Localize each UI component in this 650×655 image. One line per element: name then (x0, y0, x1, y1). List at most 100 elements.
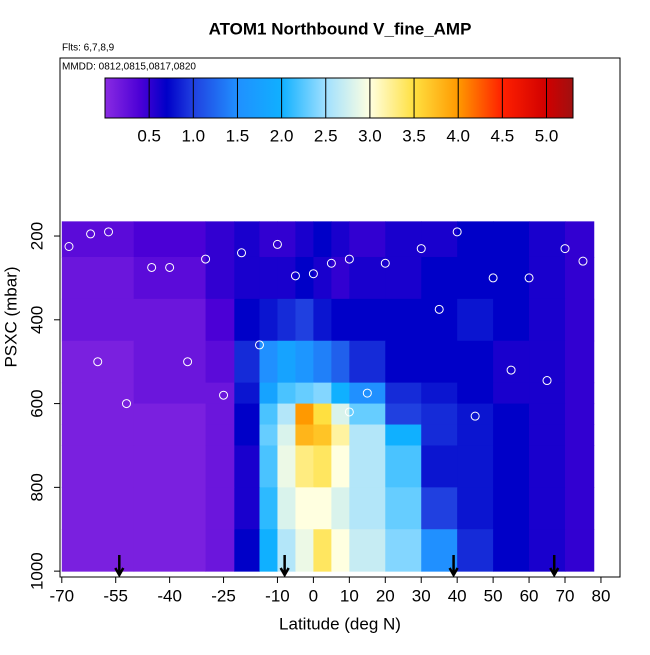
heat-cell (493, 221, 530, 258)
heat-cell (205, 403, 235, 426)
heatmap (61, 221, 595, 572)
sample-point (86, 229, 96, 239)
heat-cell (234, 340, 260, 384)
heat-cell (457, 529, 494, 572)
heat-cell (313, 403, 332, 426)
colorbar-tick-label: 2.0 (270, 126, 294, 145)
sample-point (488, 273, 498, 283)
heat-cell (421, 445, 458, 488)
heat-cell (259, 487, 278, 530)
heat-cell (313, 529, 332, 572)
heat-cell (493, 529, 530, 572)
heat-cell (493, 340, 530, 384)
heat-cell (133, 340, 207, 384)
heat-cell (259, 403, 278, 426)
x-tick-label: 40 (448, 586, 467, 605)
colorbar-tick-label: 0.5 (137, 126, 161, 145)
heat-cell (493, 256, 530, 300)
heat-cell (295, 487, 314, 530)
heat-cell (133, 256, 207, 300)
heat-cell (493, 487, 530, 530)
colorbar-tick-label: 5.0 (535, 126, 559, 145)
heat-cell (565, 340, 595, 384)
x-tick-label: 70 (556, 586, 575, 605)
heat-cell (565, 221, 595, 258)
x-tick-label: -55 (103, 586, 128, 605)
heat-cell (529, 424, 566, 446)
heat-cell (331, 529, 350, 572)
sample-point (542, 376, 552, 386)
heat-cell (349, 424, 386, 446)
heat-cell (313, 445, 332, 488)
heat-cell (61, 445, 135, 488)
heat-cell (331, 424, 350, 446)
x-tick-label: 60 (520, 586, 539, 605)
heat-cell (277, 445, 296, 488)
heat-cell (349, 298, 386, 342)
heat-cell (133, 382, 207, 405)
heat-cell (457, 403, 494, 426)
heat-cell (565, 298, 595, 342)
heat-cell (259, 445, 278, 488)
heat-cell (529, 256, 566, 300)
heat-cell (457, 487, 494, 530)
heat-cell (61, 340, 135, 384)
heat-cell (61, 256, 135, 300)
heat-cell (259, 256, 278, 300)
heat-cell (295, 256, 314, 300)
x-tick-label: 0 (309, 586, 318, 605)
overlay: 0.5 1.0 1.5 2.0 2.5 3.0 3.5 4.0 4.5 5.0 -70 -55 -40 -… (27, 57, 621, 605)
heat-cell (331, 403, 350, 426)
heat-cell (421, 424, 458, 446)
heat-cell (259, 340, 278, 384)
heat-cell (277, 340, 296, 384)
sample-point (416, 244, 426, 254)
y-tick-label: 400 (27, 306, 46, 334)
heat-cell (234, 487, 260, 530)
heat-cell (421, 382, 458, 405)
sample-point (272, 239, 282, 249)
heat-cell (421, 340, 458, 384)
heat-cell (205, 445, 235, 488)
heat-cell (331, 221, 350, 258)
arrow (114, 555, 125, 578)
heat-cell (277, 424, 296, 446)
heat-cell (349, 221, 386, 258)
colorbar-tick-label: 4.5 (491, 126, 515, 145)
heat-cell (61, 403, 135, 426)
y-tick-label: 800 (27, 473, 46, 501)
heat-cell (457, 424, 494, 446)
heat-cell (385, 424, 422, 446)
heat-cell (349, 529, 386, 572)
heat-cell (205, 529, 235, 572)
heat-cell (385, 382, 422, 405)
heat-cell (234, 403, 260, 426)
heat-cell (234, 382, 260, 405)
heat-cell (234, 256, 260, 300)
heat-cell (457, 298, 494, 342)
heat-cell (259, 382, 278, 405)
heat-cell (295, 298, 314, 342)
heat-cell (234, 445, 260, 488)
heat-cell (234, 298, 260, 342)
x-tick-label: -40 (157, 586, 182, 605)
heat-cell (493, 445, 530, 488)
heat-cell (313, 487, 332, 530)
heat-cell (313, 382, 332, 405)
sample-point (470, 411, 480, 421)
sample-point (344, 407, 354, 417)
x-tick-label: -25 (211, 586, 236, 605)
heat-cell (295, 340, 314, 384)
sample-point (434, 304, 444, 314)
x-tick-label: 20 (376, 586, 395, 605)
heat-cell (421, 256, 458, 300)
heat-cell (61, 487, 135, 530)
heat-cell (529, 298, 566, 342)
heat-cell (421, 487, 458, 530)
sample-point (147, 262, 157, 272)
heat-cell (61, 298, 135, 342)
sample-point (93, 357, 103, 367)
sample-point (183, 357, 193, 367)
heat-cell (529, 382, 566, 405)
sample-point (104, 227, 114, 237)
